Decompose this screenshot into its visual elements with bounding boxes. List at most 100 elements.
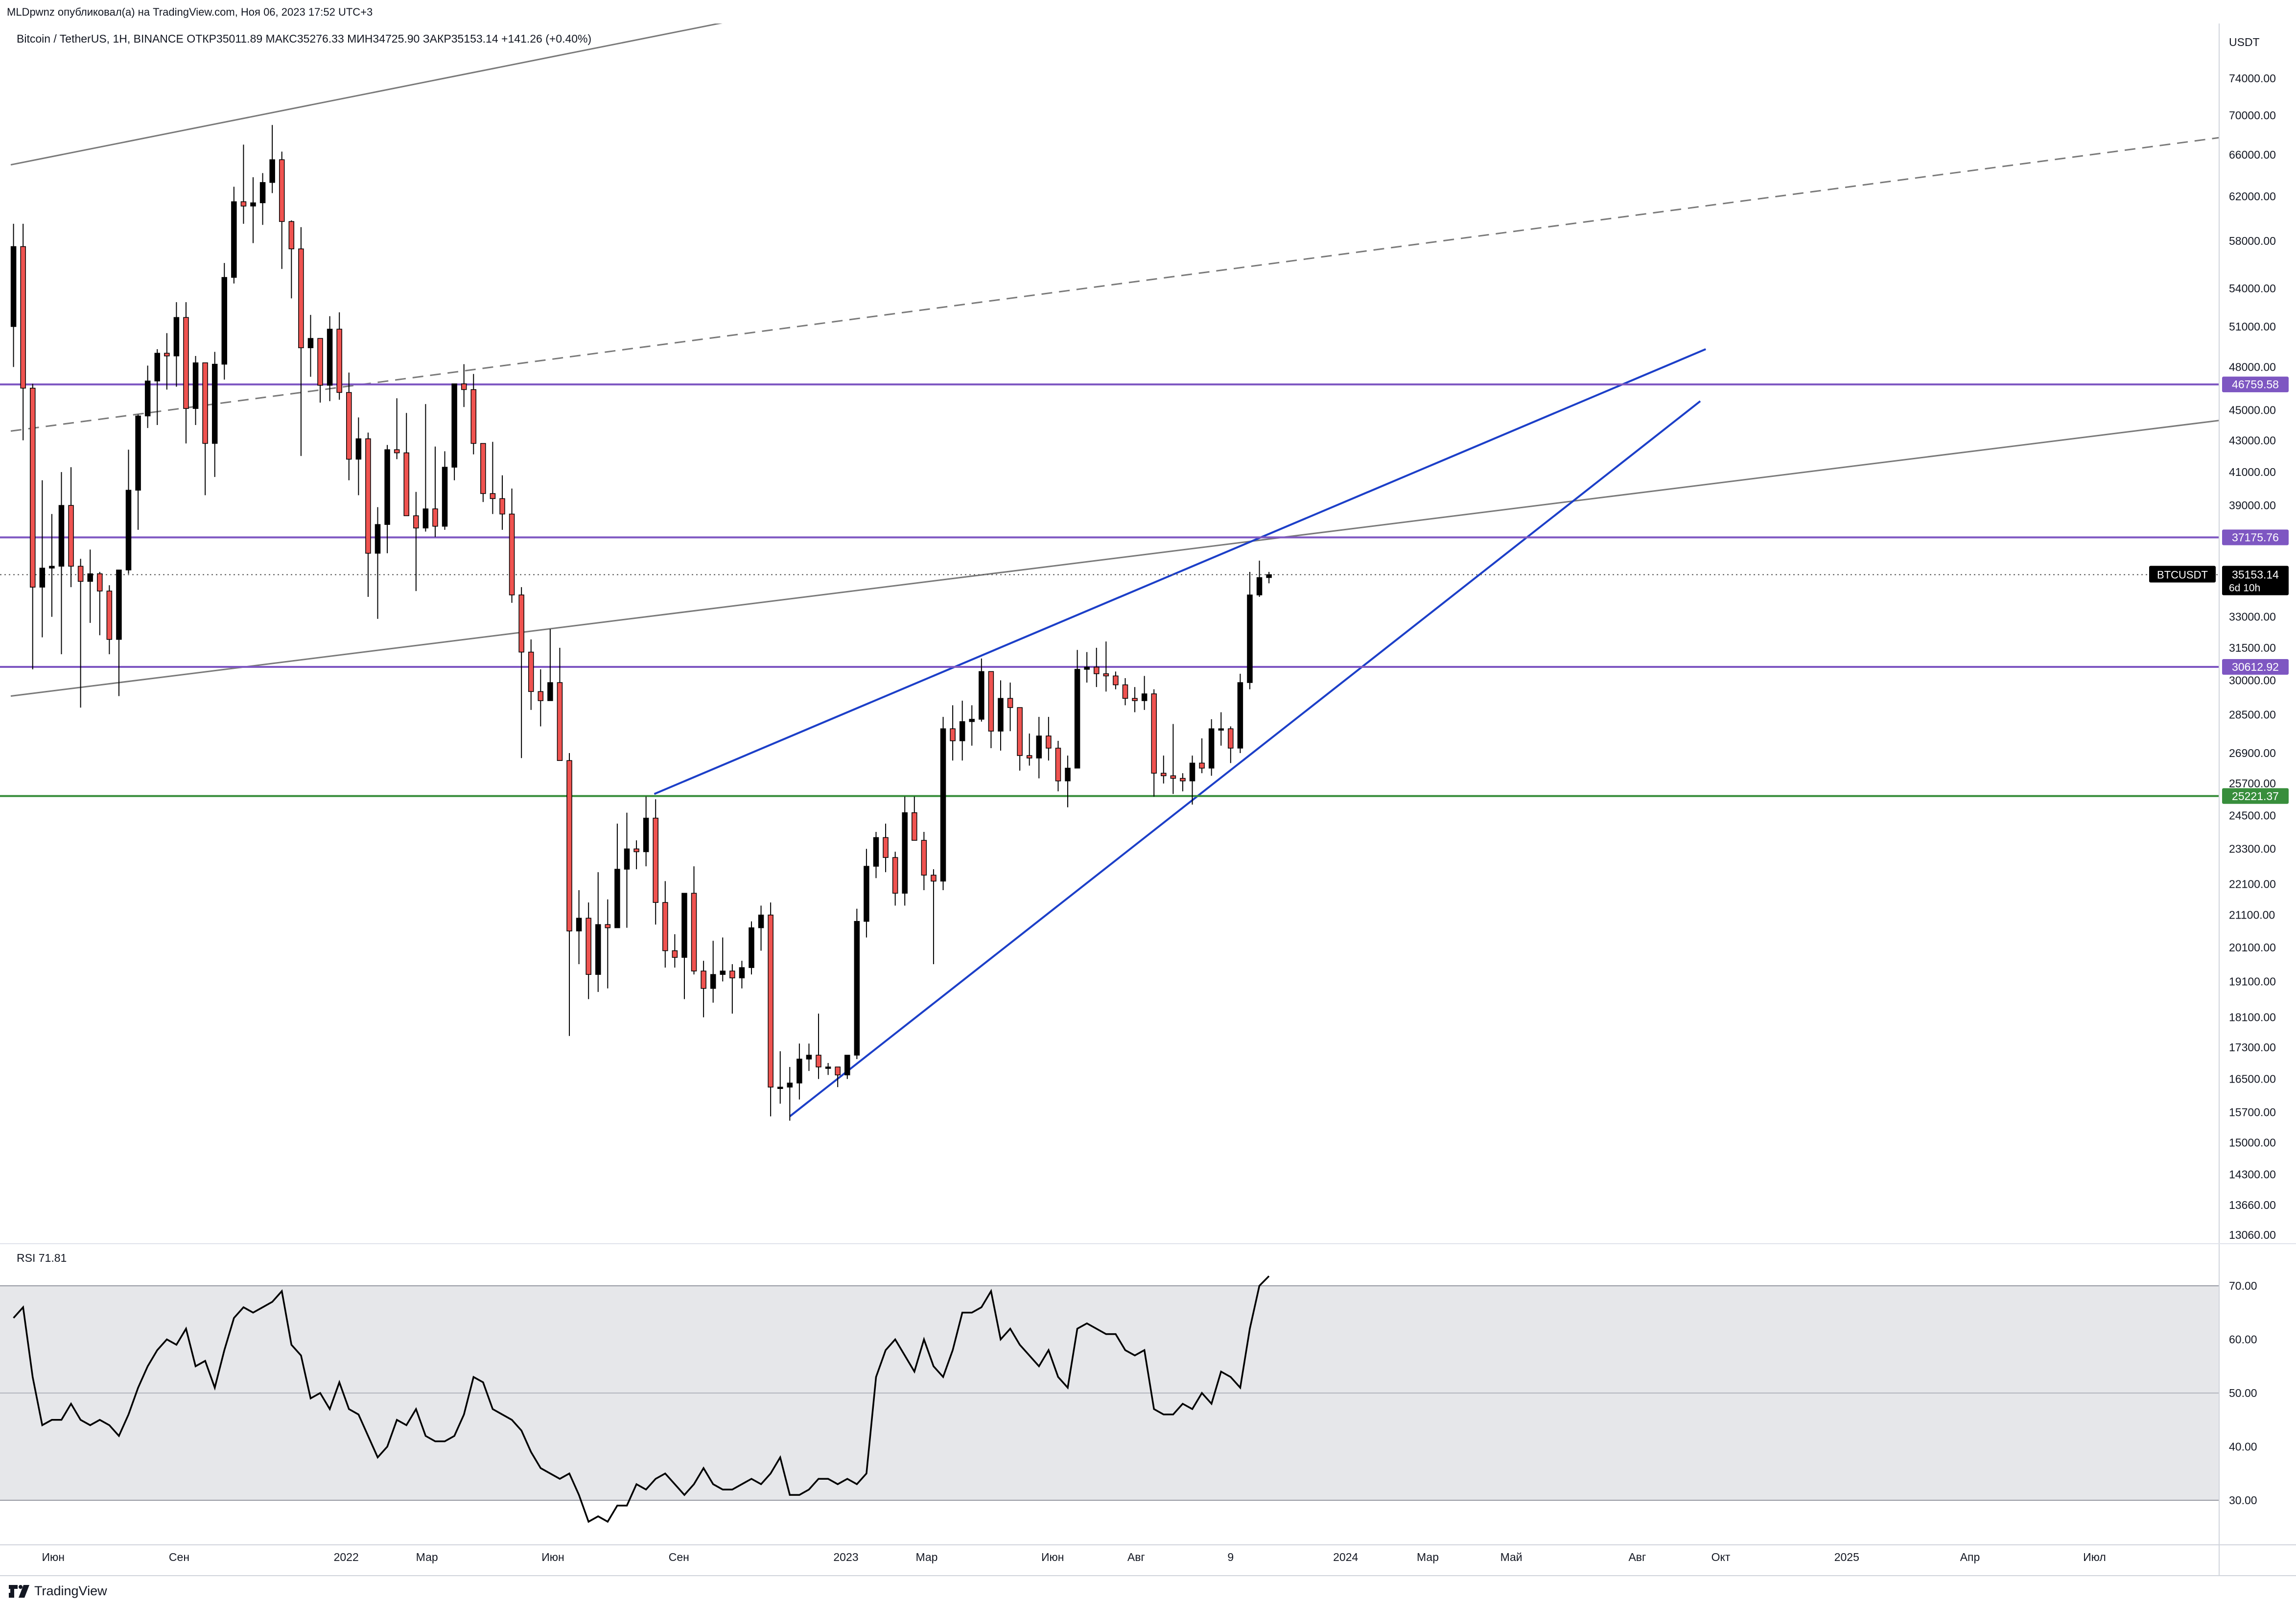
price-tick: 18100.00 — [2229, 1011, 2276, 1024]
candle-body — [1199, 762, 1205, 769]
price-tick: 43000.00 — [2229, 434, 2276, 447]
price-tick: 24500.00 — [2229, 809, 2276, 822]
candle-body — [144, 380, 151, 417]
panel-frame — [0, 24, 2296, 1576]
candle-body — [643, 818, 649, 852]
candle — [1065, 756, 1071, 807]
time-tick: Июн — [42, 1551, 64, 1563]
candle — [528, 639, 534, 710]
price-tick: 66000.00 — [2229, 148, 2276, 161]
price-tick: 14300.00 — [2229, 1168, 2276, 1181]
candle-body — [1036, 735, 1042, 758]
candle — [154, 349, 160, 425]
candle — [269, 125, 275, 193]
candlesticks — [10, 125, 1272, 1121]
candle-body — [346, 392, 352, 460]
time-tick: Июн — [541, 1551, 564, 1563]
price-tick: 39000.00 — [2229, 499, 2276, 512]
candle — [183, 302, 189, 444]
candle — [566, 753, 572, 1036]
candle — [20, 223, 26, 441]
price-tick: 51000.00 — [2229, 320, 2276, 333]
lower-channel-line — [10, 420, 2219, 697]
candle-body — [672, 950, 678, 958]
tradingview-logo-icon — [9, 1584, 29, 1598]
candle — [1103, 641, 1109, 692]
candle-body — [307, 338, 314, 349]
candle-body — [653, 818, 658, 903]
candle-body — [729, 970, 735, 978]
candle-body — [1208, 728, 1215, 769]
candle-body — [950, 728, 956, 741]
candle-body — [921, 840, 927, 876]
candle-body — [461, 383, 467, 390]
candle-body — [528, 651, 534, 692]
candle — [787, 1067, 793, 1121]
candle — [681, 893, 687, 999]
candle-body — [49, 566, 55, 569]
symbol-ohlc-legend[interactable]: Bitcoin / TetherUS, 1Н, BINANCE ОТКР3501… — [17, 32, 592, 45]
horizontal-levels[interactable] — [0, 383, 2219, 797]
price-tick: 48000.00 — [2229, 360, 2276, 373]
rsi-tick: 50.00 — [2229, 1387, 2257, 1399]
candle — [624, 812, 630, 928]
time-tick: Сен — [669, 1551, 689, 1563]
candle-body — [749, 927, 754, 968]
time-axis[interactable]: Июн Сен 2022 Мар Июн Сен 2023 Мар Июн Авг 9 2024 Мар… — [42, 1551, 2106, 1563]
candle — [614, 824, 620, 928]
candle-body — [1017, 707, 1023, 756]
candle-body — [317, 338, 323, 386]
candle-body — [29, 387, 36, 588]
candle-body — [499, 498, 505, 515]
candle — [231, 187, 237, 284]
candle-body — [806, 1055, 812, 1060]
candle-body — [375, 524, 381, 554]
candle-body — [768, 914, 773, 1087]
candle-body — [68, 505, 74, 567]
price-tick: 70000.00 — [2229, 109, 2276, 122]
candle — [164, 333, 170, 390]
candle — [749, 921, 754, 975]
time-tick: 2023 — [833, 1551, 858, 1563]
price-tick: 30000.00 — [2229, 674, 2276, 686]
candle — [58, 472, 65, 655]
tradingview-brand[interactable]: TradingView — [9, 1583, 107, 1599]
candle — [1026, 733, 1032, 766]
candle-body — [192, 362, 199, 409]
candle — [691, 866, 697, 975]
candle — [557, 648, 563, 761]
candle-body — [250, 202, 256, 207]
candle — [317, 338, 323, 403]
candle — [509, 488, 515, 603]
price-tick: 15000.00 — [2229, 1136, 2276, 1149]
candle-body — [835, 1066, 841, 1076]
candle-body — [518, 594, 524, 653]
time-tick: Апр — [1960, 1551, 1980, 1563]
level-label-bg — [2222, 529, 2289, 545]
candle-body — [480, 443, 486, 494]
price-axis[interactable]: USDT 74000.00 70000.00 66000.00 62000.00 5800… — [2229, 36, 2276, 1241]
candle — [1199, 738, 1205, 774]
candle — [480, 443, 486, 502]
candle — [499, 475, 505, 530]
candle — [1208, 719, 1215, 776]
candle-body — [1218, 728, 1224, 731]
candle-body — [298, 248, 304, 349]
trend-drawings[interactable] — [10, 18, 2219, 1117]
candle-body — [710, 974, 716, 989]
candle-body — [116, 569, 122, 640]
candle-body — [931, 874, 937, 882]
candle — [586, 902, 591, 999]
candle — [1256, 561, 1263, 597]
level-price-label: 30612.92 — [2222, 659, 2289, 675]
rsi-legend[interactable]: RSI 71.81 — [17, 1252, 67, 1264]
candle — [1017, 707, 1023, 771]
candle-body — [77, 566, 84, 582]
candle — [912, 796, 917, 841]
candle — [1228, 726, 1234, 763]
candle-body — [1084, 666, 1090, 670]
price-tick: 20100.00 — [2229, 941, 2276, 954]
time-tick: Мар — [915, 1551, 937, 1563]
candle — [221, 263, 228, 380]
